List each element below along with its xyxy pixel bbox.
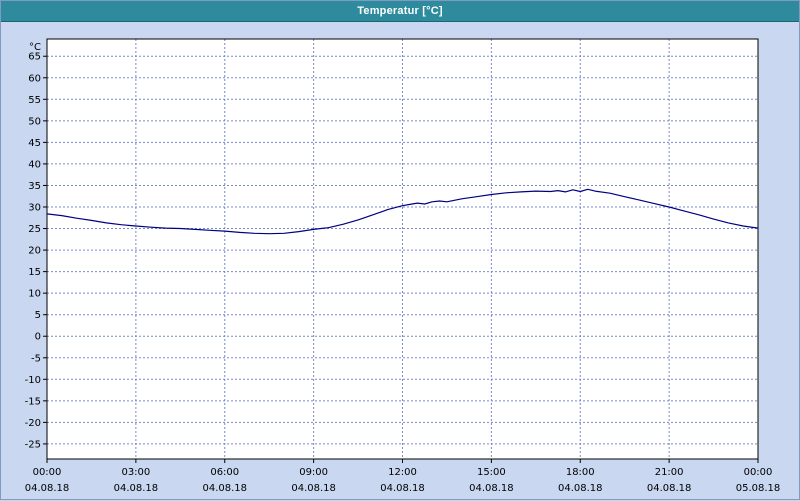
x-tick-time-label: 21:00: [655, 467, 684, 478]
x-tick-time-label: 00:00: [744, 467, 773, 478]
x-tick-time-label: 06:00: [210, 467, 239, 478]
temperature-series-line: [46, 188, 759, 235]
x-tick-date-label: 04.08.18: [469, 483, 514, 494]
window-title: Temperatur [°C]: [357, 5, 443, 17]
y-axis-unit-label: °C: [29, 42, 41, 53]
x-tick-date-label: 04.08.18: [558, 483, 603, 494]
y-tick-label: -5: [31, 353, 41, 364]
y-tick-label: 5: [35, 310, 41, 321]
y-tick-label: 20: [28, 246, 41, 257]
y-tick-label: -20: [25, 418, 41, 429]
y-tick-label: 50: [28, 116, 41, 127]
y-tick-label: 0: [35, 332, 41, 343]
y-tick-label: 15: [28, 267, 41, 278]
y-tick-label: 35: [28, 181, 41, 192]
x-tick-time-label: 09:00: [299, 467, 328, 478]
y-tick-label: -10: [25, 375, 41, 386]
y-tick-label: 65: [28, 52, 41, 63]
y-tick-label: 25: [28, 224, 41, 235]
x-tick-date-label: 04.08.18: [202, 483, 247, 494]
x-tick-time-label: 03:00: [121, 467, 150, 478]
y-tick-label: 55: [28, 95, 41, 106]
x-tick-date-label: 04.08.18: [647, 483, 692, 494]
x-tick-date-label: 04.08.18: [25, 483, 70, 494]
x-tick-date-label: 04.08.18: [380, 483, 425, 494]
x-tick-date-label: 05.08.18: [736, 483, 781, 494]
y-tick-label: 40: [28, 159, 41, 170]
x-tick-date-label: 04.08.18: [291, 483, 336, 494]
y-tick-label: 60: [28, 73, 41, 84]
x-tick-date-label: 04.08.18: [114, 483, 159, 494]
x-tick-time-label: 18:00: [566, 467, 595, 478]
y-tick-label: 30: [28, 203, 41, 214]
temperature-chart[interactable]: °C65605550454035302520151050-5-10-15-20-…: [1, 21, 800, 501]
y-tick-label: -25: [25, 439, 41, 450]
x-tick-time-label: 00:00: [33, 467, 62, 478]
y-tick-label: 10: [28, 289, 41, 300]
y-tick-label: 45: [28, 138, 41, 149]
x-tick-time-label: 12:00: [388, 467, 417, 478]
window-titlebar[interactable]: Temperatur [°C]: [1, 1, 799, 22]
x-tick-time-label: 15:00: [477, 467, 506, 478]
y-tick-label: -15: [25, 396, 41, 407]
